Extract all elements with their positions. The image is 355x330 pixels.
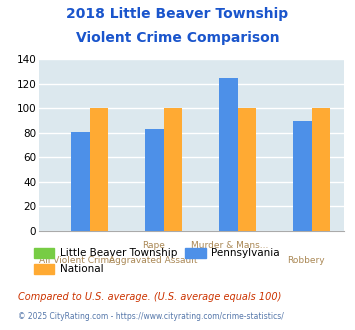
Text: Robbery: Robbery — [288, 256, 325, 265]
Bar — [71, 132, 90, 231]
Text: 2018 Little Beaver Township: 2018 Little Beaver Township — [66, 7, 289, 20]
Bar — [146, 129, 164, 231]
Legend: Little Beaver Township, National, Pennsylvania: Little Beaver Township, National, Pennsy… — [34, 248, 280, 274]
Bar — [90, 109, 108, 231]
Text: Violent Crime Comparison: Violent Crime Comparison — [76, 31, 279, 45]
Text: © 2025 CityRating.com - https://www.cityrating.com/crime-statistics/: © 2025 CityRating.com - https://www.city… — [18, 312, 284, 321]
Text: Murder & Mans...: Murder & Mans... — [191, 241, 268, 250]
Bar — [238, 109, 256, 231]
Bar — [294, 121, 312, 231]
Text: Rape: Rape — [142, 241, 165, 250]
Text: Compared to U.S. average. (U.S. average equals 100): Compared to U.S. average. (U.S. average … — [18, 292, 281, 302]
Bar — [219, 78, 238, 231]
Text: All Violent Crime: All Violent Crime — [39, 256, 115, 265]
Bar — [164, 109, 182, 231]
Bar — [312, 109, 331, 231]
Text: Aggravated Assault: Aggravated Assault — [109, 256, 198, 265]
